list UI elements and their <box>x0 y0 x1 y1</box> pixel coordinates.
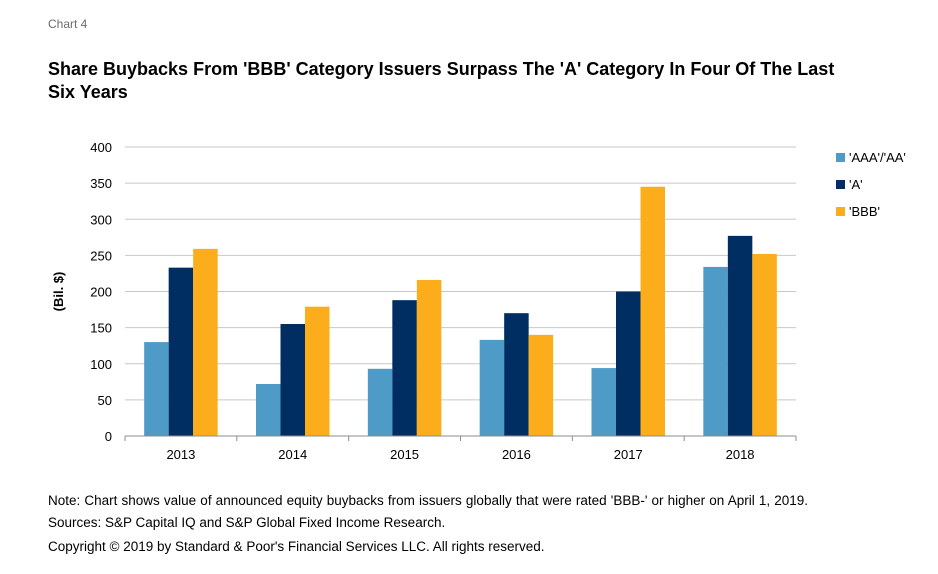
x-tick-label: 2017 <box>614 447 643 462</box>
bar <box>168 267 194 436</box>
bar <box>703 266 728 436</box>
chart-kicker: Chart 4 <box>48 17 88 31</box>
legend-item-bbb: 'BBB' <box>836 198 906 225</box>
bar <box>616 291 641 436</box>
y-tick-label: 400 <box>90 140 112 155</box>
chart-note: Note: Chart shows value of announced equ… <box>48 493 808 530</box>
bar <box>479 339 505 436</box>
bar <box>144 342 169 436</box>
x-tick-label: 2014 <box>278 447 307 462</box>
bar <box>367 368 393 436</box>
bar <box>392 300 417 436</box>
copyright-text: Copyright © 2019 by Standard & Poor's Fi… <box>48 539 545 554</box>
y-tick-label: 350 <box>90 176 112 191</box>
y-axis-label: (Bil. $) <box>51 272 66 312</box>
y-tick-label: 0 <box>105 429 112 444</box>
legend-label-bbb: 'BBB' <box>849 204 880 219</box>
bar <box>193 248 218 436</box>
chart-title: Share Buybacks From 'BBB' Category Issue… <box>48 59 835 102</box>
bar <box>591 368 616 436</box>
bar <box>416 279 442 436</box>
x-tick-label: 2016 <box>502 447 531 462</box>
y-tick-label: 250 <box>90 248 112 263</box>
legend-swatch-aaa <box>836 153 845 162</box>
bar <box>504 313 529 436</box>
bar <box>640 186 665 436</box>
x-tick-label: 2015 <box>390 447 419 462</box>
bar <box>528 334 554 436</box>
bar <box>280 324 305 436</box>
x-tick-label: 2018 <box>726 447 755 462</box>
legend-item-a: 'A' <box>836 171 906 198</box>
bar <box>256 383 281 436</box>
bar <box>727 235 753 436</box>
y-tick-label: 50 <box>98 393 112 408</box>
y-tick-label: 300 <box>90 212 112 227</box>
legend-item-aaa: 'AAA'/'AA' <box>836 144 906 171</box>
chart-legend: 'AAA'/'AA' 'A' 'BBB' <box>836 144 906 225</box>
bar <box>305 306 330 436</box>
y-tick-label: 150 <box>90 321 112 336</box>
legend-label-aaa: 'AAA'/'AA' <box>849 150 906 165</box>
legend-swatch-bbb <box>836 207 845 216</box>
x-tick-label: 2013 <box>166 447 195 462</box>
legend-swatch-a <box>836 180 845 189</box>
y-tick-label: 100 <box>90 357 112 372</box>
legend-label-a: 'A' <box>849 177 863 192</box>
bar <box>752 253 777 436</box>
y-tick-label: 200 <box>90 285 112 300</box>
